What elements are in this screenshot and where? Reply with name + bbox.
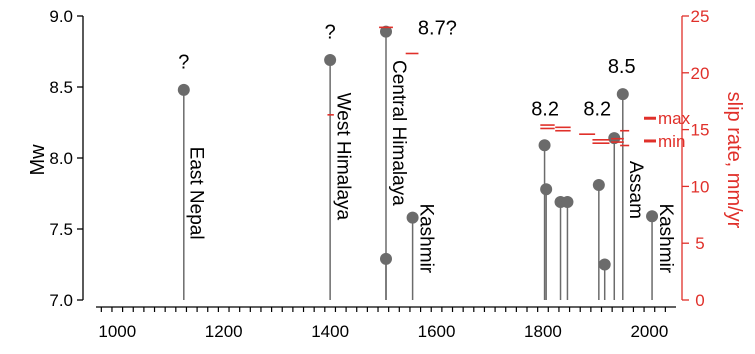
region-label: West Himalaya xyxy=(333,93,354,221)
region-label: Central Himalaya xyxy=(388,60,409,206)
earthquake-point xyxy=(380,252,392,265)
legend-label-max: max xyxy=(658,109,691,128)
region-label: Assam xyxy=(625,161,646,219)
y-right-tick-label: 5 xyxy=(695,234,704,253)
y-right-tick-label: 25 xyxy=(691,7,710,26)
x-tick-label: 1400 xyxy=(311,322,349,341)
y-right-tick-label: 15 xyxy=(691,121,710,140)
earthquake-point xyxy=(561,196,574,209)
y-axis-right-title: slip rate, mm/yr xyxy=(723,92,745,229)
y-tick-label: 8.5 xyxy=(49,78,73,97)
magnitude-label: 8.5 xyxy=(608,56,636,78)
region-label: Kashmir xyxy=(655,203,676,273)
magnitude-label: 8.2 xyxy=(583,98,611,120)
region-label: Kashmir xyxy=(416,203,437,273)
earthquake-point xyxy=(177,83,190,96)
earthquake-point xyxy=(540,183,553,196)
y-tick-label: 9.0 xyxy=(49,7,73,26)
x-tick-label: 1600 xyxy=(418,322,456,341)
magnitude-label: ? xyxy=(325,22,336,44)
y-right-tick-label: 10 xyxy=(691,177,710,196)
earthquake-point xyxy=(616,88,629,101)
y-tick-label: 7.0 xyxy=(49,291,73,310)
earthquake-point xyxy=(538,139,551,152)
magnitude-label: ? xyxy=(178,52,189,74)
earthquake-point xyxy=(380,25,392,38)
y-right-tick-label: 0 xyxy=(695,291,704,310)
earthquake-point xyxy=(598,258,611,271)
x-tick-label: 1000 xyxy=(98,322,136,341)
plot-area: 7.0 7.5 8.0 8.5 9.0 1000 1200 1400 1600 1800 2000 0… xyxy=(49,7,709,341)
y-tick-label: 8.0 xyxy=(49,149,73,168)
earthquake-point xyxy=(592,178,605,191)
magnitude-label: 8.7? xyxy=(418,17,457,39)
legend-label-min: min xyxy=(658,132,685,151)
y-right-tick-label: 20 xyxy=(691,64,710,83)
earthquake-point xyxy=(646,210,659,223)
region-label: East Nepal xyxy=(186,147,207,240)
earthquake-point xyxy=(406,211,419,224)
magnitude-label: 8.2 xyxy=(531,98,559,120)
x-tick-label: 1200 xyxy=(205,322,243,341)
y-tick-label: 7.5 xyxy=(49,220,73,239)
x-tick-label: 2000 xyxy=(630,322,668,341)
x-tick-label: 1800 xyxy=(524,322,562,341)
earthquake-point xyxy=(324,54,337,67)
y-axis-title: Mw xyxy=(27,144,49,176)
